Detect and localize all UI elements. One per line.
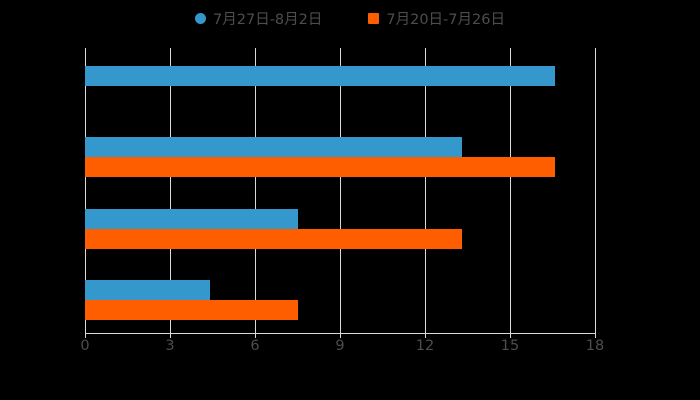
gridline-3 [170, 48, 171, 333]
x-tick-label-3: 3 [165, 338, 175, 354]
legend-label-series-1: 7月20日-7月26日 [386, 11, 505, 28]
tick-12 [425, 333, 426, 338]
legend-label-series-0: 7月27日-8月2日 [213, 11, 323, 28]
legend-circle-marker-icon [195, 12, 207, 24]
x-tick-label-12: 12 [415, 338, 435, 354]
gridline-6 [255, 48, 256, 333]
bar-中国-series-1[interactable] [85, 228, 462, 249]
tick-6 [255, 333, 256, 338]
gridline-0 [85, 48, 86, 333]
legend-item-series-0[interactable]: 7月27日-8月2日 [195, 8, 322, 29]
bar-中国-series-0[interactable] [85, 208, 298, 229]
gridline-18 [595, 48, 596, 333]
tick-9 [340, 333, 341, 338]
tick-15 [510, 333, 511, 338]
legend-square-marker-icon [368, 12, 380, 24]
x-tick-label-6: 6 [250, 338, 260, 354]
tick-18 [595, 333, 596, 338]
x-tick-label-9: 9 [335, 338, 345, 354]
tick-0 [85, 333, 86, 338]
bar-德国-series-0[interactable] [85, 66, 556, 86]
bar-美国-series-0[interactable] [85, 137, 462, 158]
bar-日本-series-0[interactable] [85, 279, 210, 300]
bar-日本-series-1[interactable] [85, 299, 298, 320]
gridline-15 [510, 48, 511, 333]
x-tick-label-18: 18 [585, 338, 605, 354]
tick-3 [170, 333, 171, 338]
gridline-9 [340, 48, 341, 333]
x-tick-label-15: 15 [500, 338, 520, 354]
x-axis-line [85, 333, 595, 334]
chart-legend: 7月27日-8月2日 7月20日-7月26日 [0, 6, 700, 30]
bar-美国-series-1[interactable] [85, 157, 556, 178]
x-tick-label-0: 0 [80, 338, 90, 354]
legend-item-series-1[interactable]: 7月20日-7月26日 [368, 8, 505, 29]
gridline-12 [425, 48, 426, 333]
